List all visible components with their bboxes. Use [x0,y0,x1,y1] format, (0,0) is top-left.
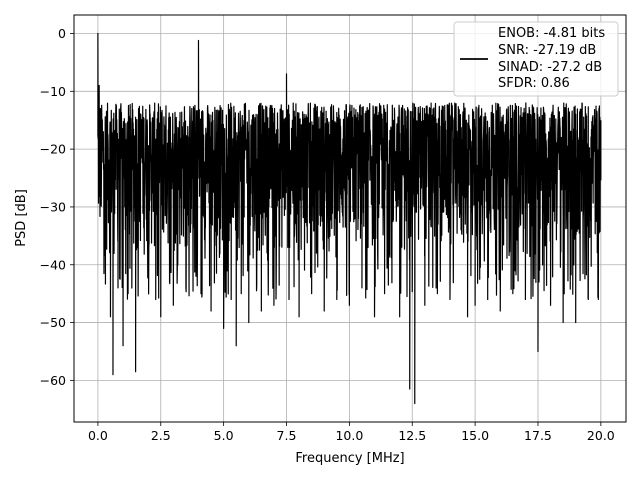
x-tick-label: 12.5 [398,428,426,443]
legend: ENOB: -4.81 bits SNR: -27.19 dB SINAD: -… [453,21,619,97]
x-axis-label: Frequency [MHz] [295,451,404,466]
legend-enob: ENOB: -4.81 bits [498,26,605,41]
x-tick-label: 5.0 [214,428,234,443]
y-axis-label: PSD [dB] [14,189,29,247]
psd-trace-layer [97,32,602,405]
y-tick-label: −50 [40,315,66,330]
x-tick-label: 0.0 [88,428,108,443]
legend-box [453,21,619,97]
x-tick-label: 10.0 [335,428,363,443]
x-tick-label: 20.0 [587,428,615,443]
y-tick-label: −10 [40,84,66,99]
legend-snr: SNR: -27.19 dB [498,43,596,58]
y-axis-ticks: 0 −10 −20 −30 −40 −50 −60 [40,26,74,388]
x-tick-label: 2.5 [151,428,171,443]
y-tick-label: −20 [40,142,66,157]
legend-sinad: SINAD: -27.2 dB [498,60,602,75]
legend-sfdr: SFDR: 0.86 [498,76,570,91]
y-tick-label: 0 [58,26,66,41]
plot-frame [73,14,627,423]
x-tick-label: 7.5 [277,428,297,443]
y-tick-label: −60 [40,373,66,388]
x-tick-label: 17.5 [524,428,552,443]
y-tick-label: −30 [40,199,66,214]
psd-series-line [97,32,602,405]
y-tick-label: −40 [40,257,66,272]
x-axis-ticks: 0.0 2.5 5.0 7.5 10.0 12.5 15.0 17.5 20.0 [88,422,615,443]
x-tick-label: 15.0 [461,428,489,443]
